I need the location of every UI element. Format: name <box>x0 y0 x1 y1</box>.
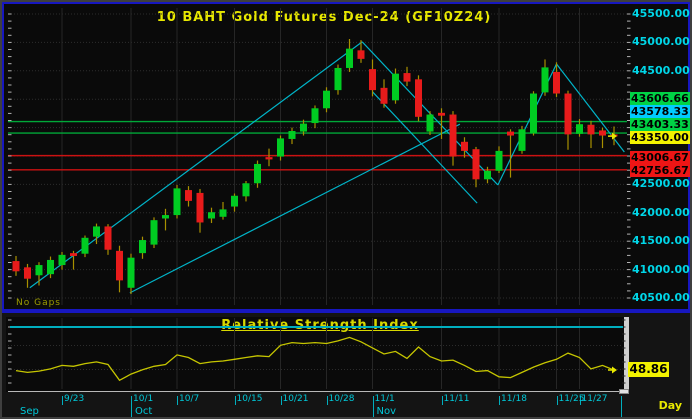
date-tick-label: 11/25 <box>558 394 585 404</box>
date-axis: 9/23 10/1 10/7 10/15 10/21 10/28 11/1 11/11 11/1… <box>0 394 692 419</box>
price-axis-label: 45500.00 <box>632 7 690 20</box>
rsi-title: Relative Strength Index <box>100 318 540 333</box>
date-tick-mark <box>280 396 282 405</box>
date-tick-mark <box>234 396 236 405</box>
month-label: Oct <box>135 406 153 417</box>
date-tick-label: 11/18 <box>501 394 527 404</box>
date-tick-mark <box>441 396 443 405</box>
date-tick-mark <box>326 396 328 405</box>
date-tick-label: 9/23 <box>64 394 85 404</box>
rsi-value-box: 48.86 <box>628 362 669 377</box>
resistance-level-box: 43606.66 <box>630 92 690 105</box>
date-tick-label: 10/28 <box>328 394 355 404</box>
resistance-level-box: 43403.33 <box>630 118 690 131</box>
price-axis-label: 44500.00 <box>632 63 690 77</box>
date-tick-mark <box>372 396 374 417</box>
date-tick-mark <box>62 396 63 405</box>
last-price-box: 43350.00 <box>630 131 690 144</box>
date-tick-label: 11/11 <box>443 394 470 404</box>
splitter-handle[interactable] <box>619 389 629 394</box>
price-axis-label: 41000.00 <box>632 262 690 276</box>
date-tick-label: 10/1 <box>133 394 154 404</box>
date-tick-mark <box>499 396 500 405</box>
date-tick-mark <box>177 396 178 405</box>
date-tick-mark <box>556 396 558 405</box>
date-tick-label: 10/7 <box>179 394 200 404</box>
price-axis-label: 41500.00 <box>632 234 690 248</box>
no-gaps-label: No Gaps <box>16 298 61 308</box>
month-label: Nov <box>376 406 397 417</box>
price-axis-label: 40500.00 <box>632 291 690 304</box>
date-tick-mark <box>579 396 581 405</box>
support-level-box: 43006.67 <box>630 151 690 164</box>
timeframe-label: Day <box>658 399 682 412</box>
rsi-right-axis-strip <box>624 317 629 392</box>
date-tick-label: 11/27 <box>581 394 608 404</box>
price-axis: 45500.00 45000.00 44500.00 42500.00 42000.00… <box>630 7 690 304</box>
month-label: Sep <box>20 406 39 417</box>
price-axis-label: 42500.00 <box>632 177 690 191</box>
date-axis-line <box>10 326 623 328</box>
date-tick-mark <box>621 396 622 417</box>
support-level-box: 42756.67 <box>630 164 690 177</box>
price-axis-label: 42000.00 <box>632 205 690 219</box>
price-axis-label: 45000.00 <box>632 35 690 49</box>
date-tick-label: 11/1 <box>374 394 395 404</box>
date-tick-mark <box>131 396 132 417</box>
indicator-value-box: 43578.33 <box>630 105 690 118</box>
panel-splitter-line <box>8 391 620 392</box>
date-tick-label: 10/15 <box>236 394 263 404</box>
date-tick-label: 10/21 <box>282 394 309 404</box>
